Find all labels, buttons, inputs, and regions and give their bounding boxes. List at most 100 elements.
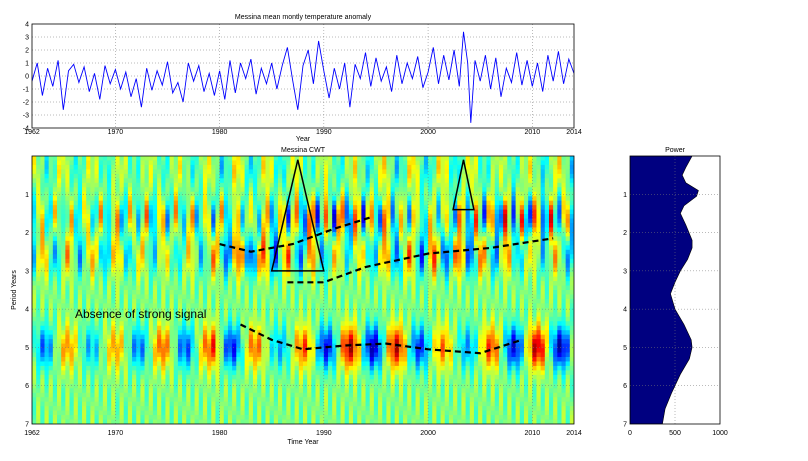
cwt-cell — [132, 250, 137, 255]
cwt-cell — [324, 174, 329, 179]
cwt-cell — [316, 361, 321, 366]
cwt-cell — [120, 236, 125, 241]
cwt-cell — [82, 165, 87, 170]
cwt-cell — [303, 312, 308, 317]
cwt-cell — [295, 196, 300, 201]
cwt-cell — [261, 353, 266, 358]
cwt-cell — [261, 361, 266, 366]
cwt-cell — [199, 366, 204, 371]
cwt-cell — [245, 308, 250, 313]
cwt-cell — [295, 178, 300, 183]
cwt-cell — [261, 205, 266, 210]
cwt-cell — [136, 384, 141, 389]
cwt-cell — [36, 317, 41, 322]
cwt-cell — [53, 294, 58, 299]
cwt-cell — [182, 241, 187, 246]
cwt-cell — [70, 187, 75, 192]
cwt-cell — [240, 259, 245, 264]
cwt-cell — [149, 281, 154, 286]
cwt-cell — [278, 312, 283, 317]
cwt-cell — [45, 250, 50, 255]
cwt-cell — [270, 384, 275, 389]
cwt-cell — [57, 375, 62, 380]
cwt-cell — [128, 393, 133, 398]
cwt-cell — [178, 294, 183, 299]
cwt-cell — [90, 236, 95, 241]
cwt-cell — [32, 254, 37, 259]
cwt-cell — [174, 277, 179, 282]
cwt-cell — [86, 388, 91, 393]
cwt-cell — [332, 183, 337, 188]
cwt-cell — [249, 241, 254, 246]
cwt-cell — [324, 187, 329, 192]
cwt-cell — [90, 201, 95, 206]
cwt-cell — [190, 160, 195, 165]
cwt-cell — [253, 210, 258, 215]
cwt-cell — [161, 272, 166, 277]
cwt-cell — [366, 281, 371, 286]
cwt-cell — [170, 156, 175, 161]
cwt-cell — [157, 353, 162, 358]
cwt-cell — [161, 406, 166, 411]
cwt-cell — [220, 219, 225, 224]
cwt-cell — [361, 375, 366, 380]
cwt-cell — [124, 294, 129, 299]
cwt-cell — [224, 268, 229, 273]
cwt-cell — [53, 281, 58, 286]
cwt-cell — [128, 286, 133, 291]
cwt-cell — [199, 169, 204, 174]
cwt-cell — [178, 326, 183, 331]
cwt-cell — [336, 236, 341, 241]
cwt-cell — [228, 254, 233, 259]
cwt-cell — [165, 361, 170, 366]
cwt-cell — [282, 402, 287, 407]
cwt-cell — [190, 397, 195, 402]
cwt-cell — [53, 277, 58, 282]
cwt-cell — [316, 259, 321, 264]
cwt-cell — [190, 169, 195, 174]
cwt-cell — [95, 214, 100, 219]
cwt-cell — [332, 339, 337, 344]
cwt-cell — [224, 294, 229, 299]
cwt-cell — [274, 411, 279, 416]
cwt-cell — [224, 375, 229, 380]
cwt-cell — [307, 250, 312, 255]
cwt-cell — [190, 174, 195, 179]
cwt-cell — [374, 169, 379, 174]
cwt-cell — [61, 397, 66, 402]
cwt-cell — [61, 183, 66, 188]
cwt-cell — [149, 214, 154, 219]
cwt-cell — [120, 263, 125, 268]
cwt-cell — [199, 245, 204, 250]
cwt-cell — [332, 160, 337, 165]
cwt-cell — [374, 165, 379, 170]
cwt-cell — [240, 174, 245, 179]
cwt-cell — [124, 393, 129, 398]
cwt-cell — [90, 393, 95, 398]
cwt-cell — [253, 259, 258, 264]
cwt-cell — [253, 223, 258, 228]
cwt-cell — [36, 286, 41, 291]
cwt-cell — [320, 294, 325, 299]
cwt-cell — [270, 232, 275, 237]
cwt-cell — [328, 178, 333, 183]
cwt-cell — [220, 388, 225, 393]
cwt-cell — [115, 169, 120, 174]
cwt-cell — [61, 344, 66, 349]
cwt-cell — [178, 375, 183, 380]
cwt-cell — [228, 187, 233, 192]
cwt-cell — [136, 286, 141, 291]
cwt-cell — [145, 245, 150, 250]
cwt-cell — [249, 290, 254, 295]
cwt-cell — [311, 348, 316, 353]
cwt-cell — [257, 384, 262, 389]
cwt-cell — [153, 379, 158, 384]
cwt-cell — [236, 411, 241, 416]
cwt-cell — [95, 290, 100, 295]
cwt-cell — [311, 370, 316, 375]
cwt-cell — [74, 335, 79, 340]
cwt-cell — [307, 330, 312, 335]
cwt-cell — [107, 160, 112, 165]
cwt-cell — [299, 330, 304, 335]
cwt-cell — [128, 370, 133, 375]
